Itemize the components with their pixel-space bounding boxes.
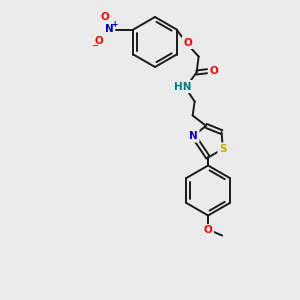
Text: O: O [204,226,212,236]
Text: O: O [183,38,192,47]
Text: +: + [111,20,118,29]
Text: N: N [189,131,198,141]
Text: S: S [219,144,226,154]
Text: O: O [101,11,110,22]
Text: O: O [209,65,218,76]
Text: N: N [105,25,114,34]
Text: HN: HN [174,82,191,92]
Text: O: O [95,37,104,46]
Text: −: − [91,41,98,50]
